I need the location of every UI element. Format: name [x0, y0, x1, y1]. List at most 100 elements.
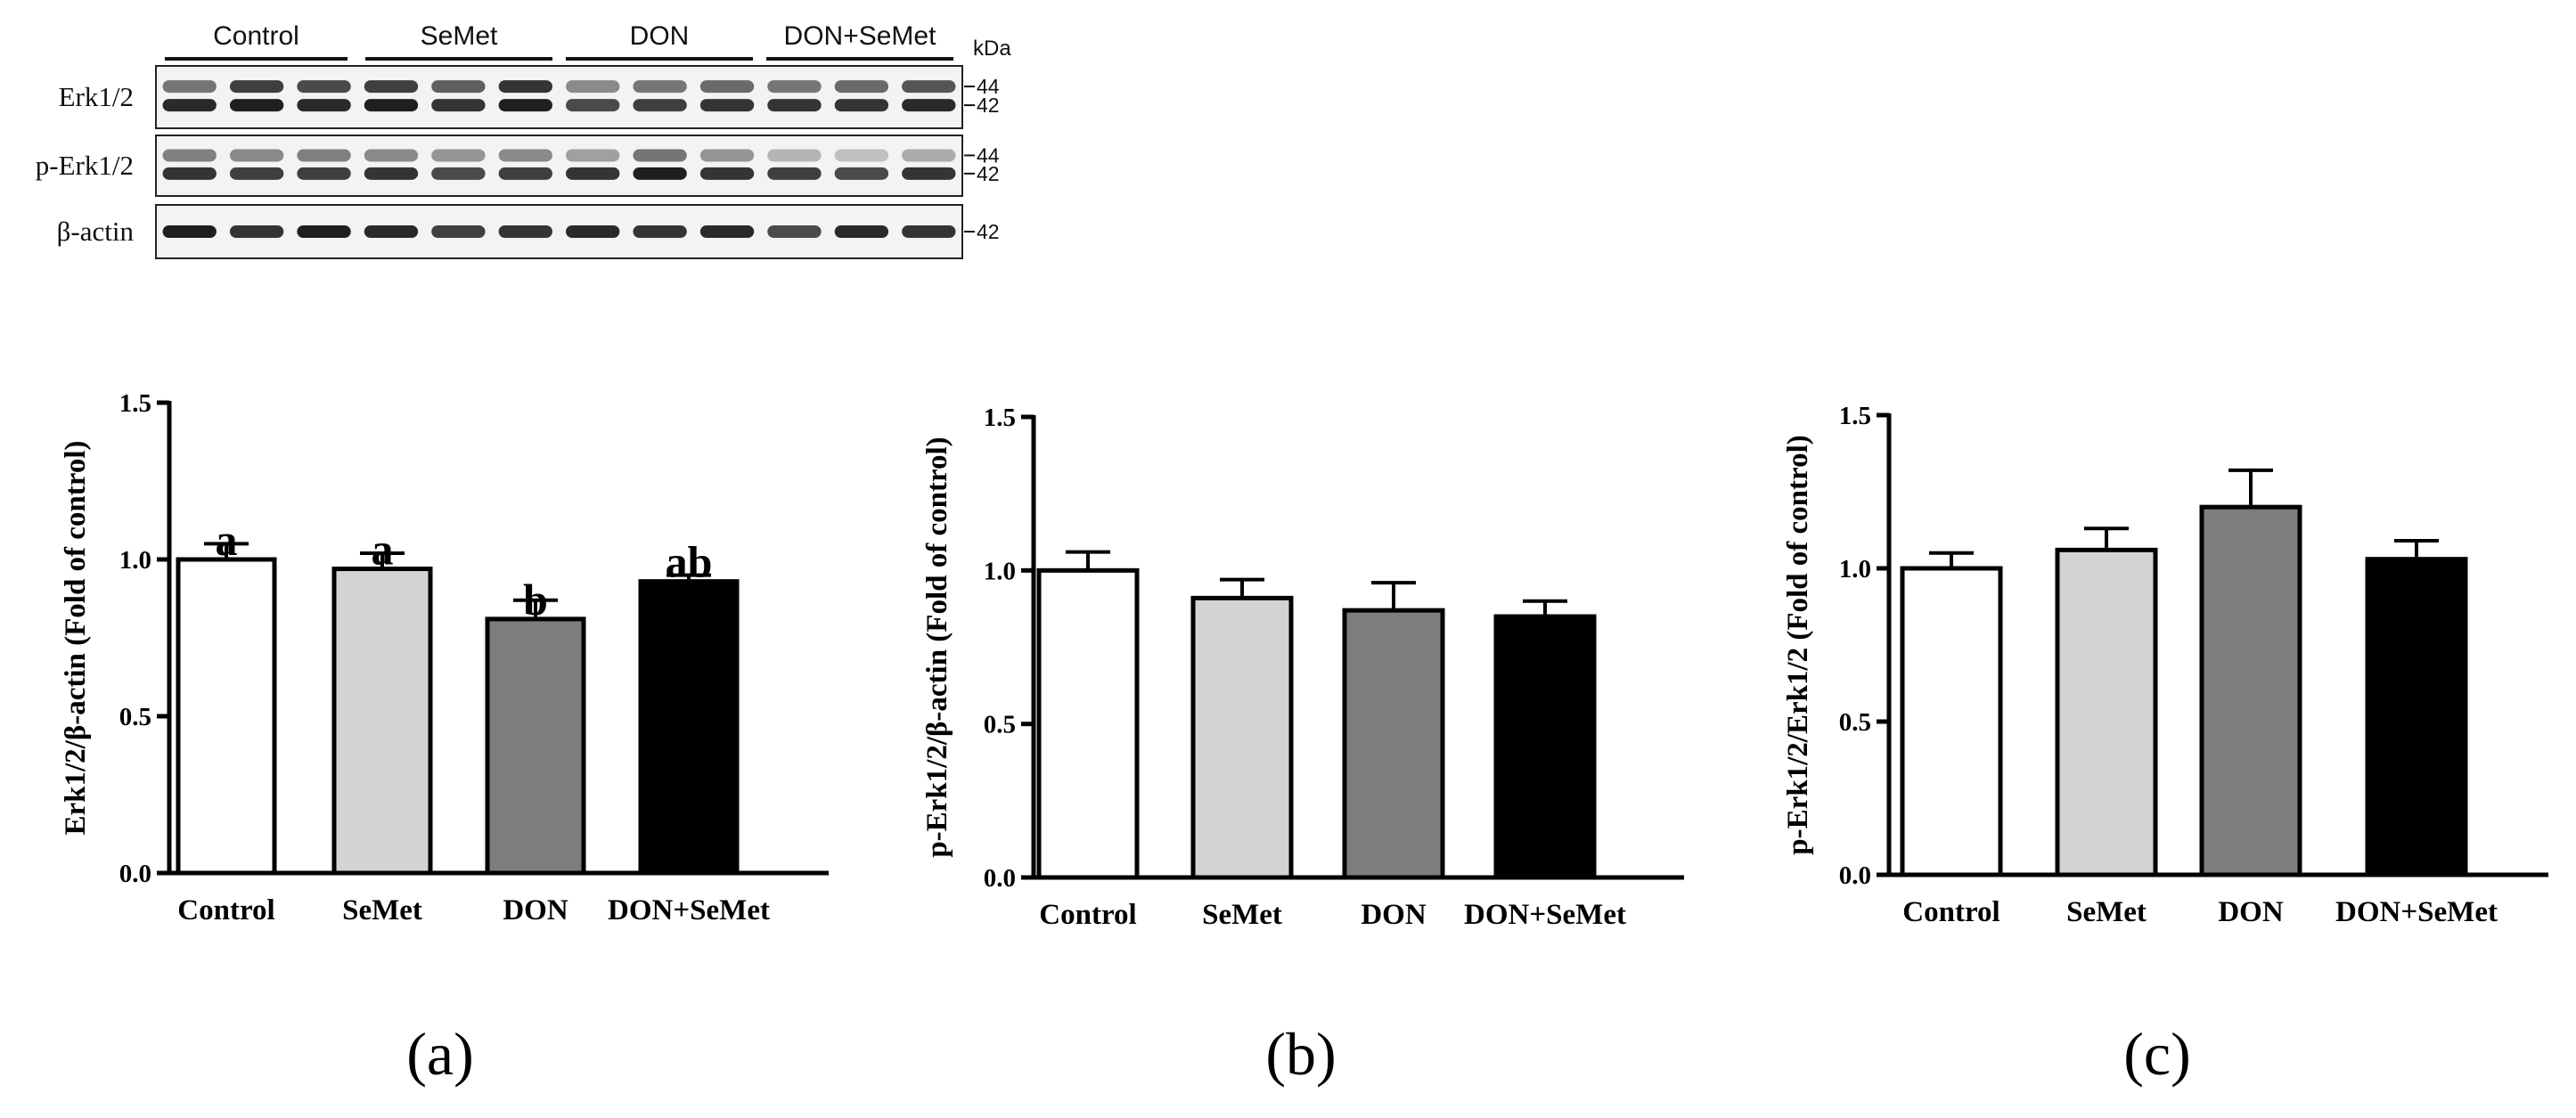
blot-band	[633, 99, 687, 112]
blot-band	[834, 225, 889, 238]
blot-band	[364, 149, 419, 162]
blot-band	[364, 225, 419, 238]
x-tick-label: DON+SeMet	[608, 894, 770, 926]
blot-band	[566, 149, 620, 162]
blot-band	[566, 99, 620, 112]
blot-band	[229, 149, 284, 162]
significance-letter: a	[372, 525, 394, 575]
x-tick-label: Control	[1039, 899, 1136, 931]
x-tick-label: DON+SeMet	[1464, 899, 1626, 931]
blot-band	[297, 167, 351, 180]
blot-band	[229, 99, 284, 112]
blot-band	[498, 149, 552, 162]
blot-band	[767, 99, 822, 112]
blot-band	[162, 167, 217, 180]
blot-band	[902, 225, 956, 238]
blot-band	[431, 167, 486, 180]
blot-band	[767, 225, 822, 238]
blot-band	[633, 149, 687, 162]
blot-band	[297, 149, 351, 162]
y-tick-label: 0.5	[984, 711, 1016, 739]
y-axis-label: p-Erk1/2/β-actin (Fold of control)	[921, 437, 953, 857]
x-tick-label: DON+SeMet	[2335, 896, 2498, 928]
blot-row-label: Erk1/2	[59, 81, 134, 112]
y-tick-label: 0.0	[119, 860, 151, 888]
y-tick-label: 0.0	[1839, 861, 1871, 890]
blot-band	[229, 167, 284, 180]
x-tick-label: DON	[503, 894, 568, 926]
blot-band	[834, 80, 889, 94]
blot-band	[162, 99, 217, 112]
bar	[1493, 614, 1597, 880]
y-axis-label: p-Erk1/2/Erk1/2 (Fold of control)	[1782, 435, 1814, 854]
bar	[638, 579, 740, 876]
y-tick-label: 1.0	[984, 557, 1016, 585]
blot-band	[431, 225, 486, 238]
blot-band	[229, 80, 284, 94]
blot-row-label: p-Erk1/2	[36, 150, 134, 181]
bar	[485, 616, 586, 876]
blot-band	[699, 225, 755, 238]
bar	[2055, 547, 2158, 877]
blot-band	[834, 99, 889, 112]
x-tick-label: SeMet	[2066, 896, 2147, 928]
bar	[1342, 608, 1445, 880]
y-tick-label: 1.5	[1839, 402, 1871, 430]
blot-band	[162, 149, 217, 162]
blot-band	[633, 167, 687, 180]
blot-band	[364, 80, 419, 94]
panel-label: (b)	[1265, 1020, 1336, 1088]
bar	[1036, 567, 1140, 880]
blot-band	[699, 80, 755, 94]
blot-band	[229, 225, 284, 238]
blot-band	[566, 80, 620, 94]
blot-band	[431, 80, 486, 94]
significance-letter: ab	[666, 537, 713, 587]
blot-band	[162, 80, 217, 94]
blot-band	[297, 99, 351, 112]
blot-group-label: Control	[213, 21, 299, 51]
blot-frame	[155, 65, 963, 129]
blot-band	[297, 225, 351, 238]
blot-band	[902, 80, 956, 94]
panel-label: (a)	[406, 1020, 473, 1088]
blot-band	[699, 167, 755, 180]
blot-band	[834, 167, 889, 180]
y-tick-label: 1.5	[119, 389, 151, 418]
chart-panel: 0.0 0.5 1.0 1.5 Control SeMet DON DON+SeMet p-Er…	[921, 404, 1684, 1088]
chart-panel: 0.0 0.5 1.0 1.5 Control SeMet DON DON+SeMet p-Er…	[1782, 402, 2548, 1088]
blot-band	[902, 99, 956, 112]
blot-band	[566, 225, 620, 238]
y-tick-label: 1.0	[119, 546, 151, 575]
y-tick-label: 1.5	[984, 404, 1016, 432]
x-tick-label: SeMet	[342, 894, 422, 926]
blot-band	[767, 149, 822, 162]
y-axis-label: Erk1/2/β-actin (Fold of control)	[60, 441, 92, 836]
blot-band	[767, 80, 822, 94]
kda-marker-label: 42	[977, 162, 1000, 185]
blot-group-label: DON	[630, 21, 690, 51]
blot-band	[699, 99, 755, 112]
kda-marker-label: 42	[977, 220, 1000, 243]
blot-band	[162, 225, 217, 238]
blot-group-label: DON+SeMet	[784, 21, 937, 51]
panel-label: (c)	[2123, 1020, 2190, 1088]
blot-band	[633, 80, 687, 94]
y-tick-label: 0.5	[1839, 708, 1871, 737]
blot-band	[498, 99, 552, 112]
blot-band	[902, 167, 956, 180]
blot-group-label: SeMet	[421, 21, 498, 51]
x-tick-label: SeMet	[1202, 899, 1282, 931]
blot-band	[498, 167, 552, 180]
blot-unit-label: kDa	[973, 37, 1011, 61]
y-tick-label: 0.0	[984, 864, 1016, 893]
blot-band	[902, 149, 956, 162]
bar	[2199, 504, 2302, 877]
kda-marker-label: 44	[977, 143, 1000, 167]
kda-marker-label: 42	[977, 94, 1000, 117]
blot-band	[498, 80, 552, 94]
blot-band	[431, 149, 486, 162]
